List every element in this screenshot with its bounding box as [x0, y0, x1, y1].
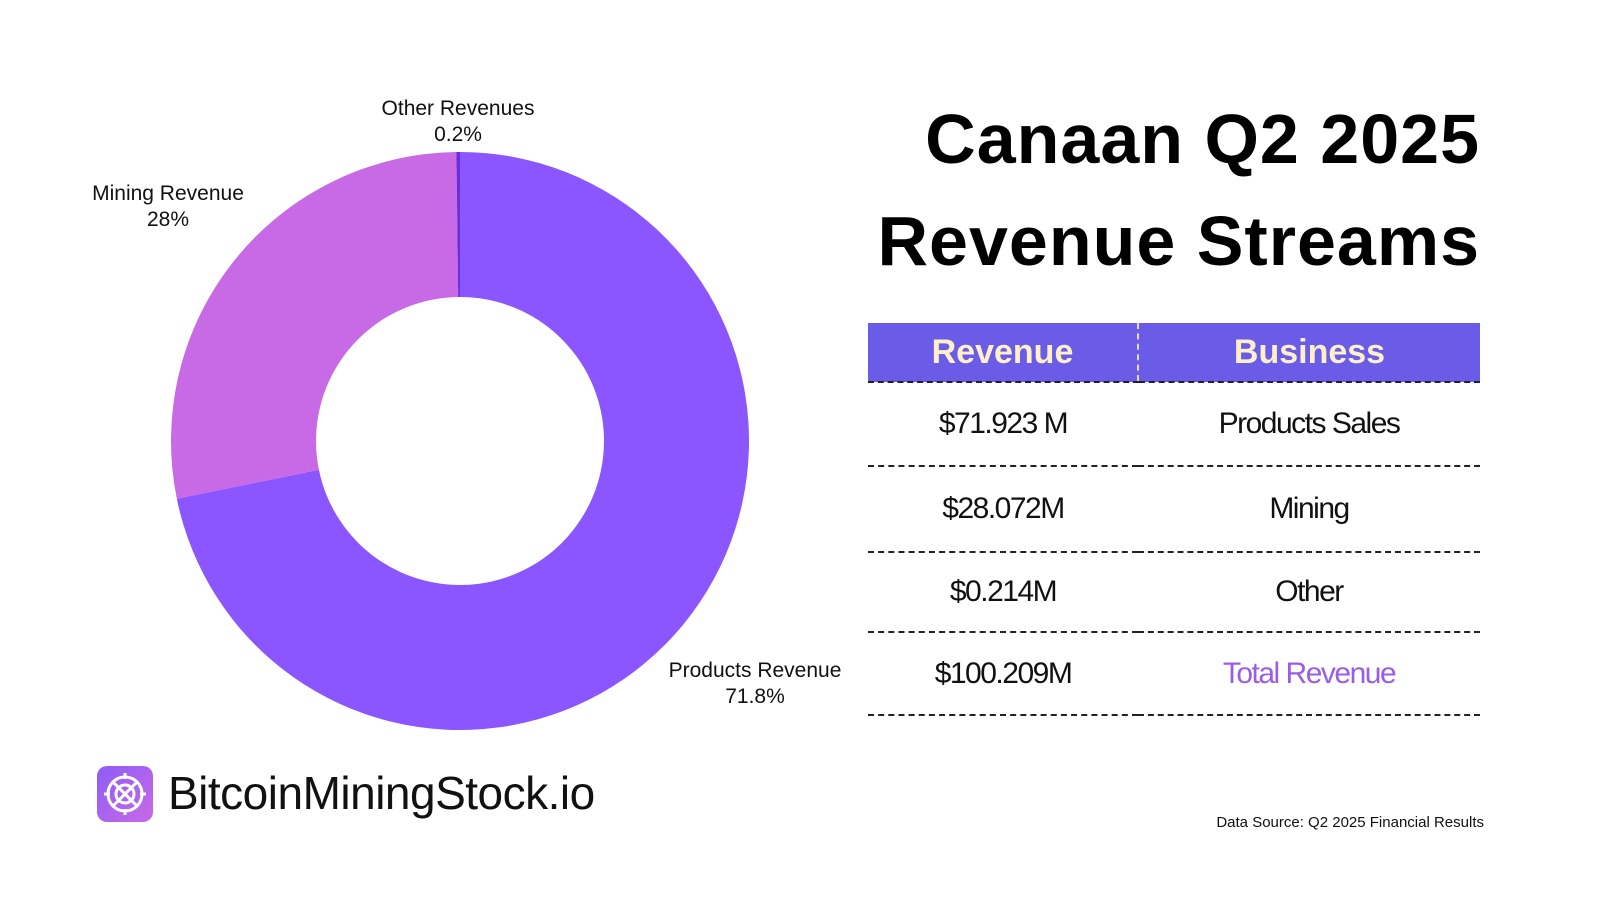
table-cell: Mining	[1138, 466, 1480, 553]
revenue-table: Revenue Business $71.923 M Products Sales…	[868, 323, 1480, 716]
table-cell: $0.214M	[868, 552, 1138, 633]
column-header: Business	[1137, 323, 1480, 383]
slice-value-label: 28%	[147, 208, 189, 231]
slice-label: Other Revenues	[382, 97, 535, 120]
data-source: Data Source: Q2 2025 Financial Results	[1216, 814, 1484, 831]
logo-icon	[97, 766, 153, 822]
slice-label: Mining Revenue	[92, 182, 244, 205]
slice-value-label: 0.2%	[434, 123, 482, 146]
table-row: $71.923 M Products Sales	[868, 382, 1480, 467]
donut-slice	[176, 152, 749, 730]
table-row: $0.214M Other	[868, 552, 1480, 633]
table-cell: Total Revenue	[1138, 632, 1480, 716]
column-header: Revenue	[868, 323, 1138, 383]
table-cell: $28.072M	[868, 466, 1138, 553]
table-cell: $71.923 M	[868, 382, 1138, 467]
slice-value-label: 71.8%	[725, 685, 785, 708]
brand-name: BitcoinMiningStock.io	[168, 767, 595, 819]
donut-chart: Products Revenue 71.8% Mining Revenue 28% Ot…	[92, 97, 842, 730]
table-body: $71.923 M Products Sales $28.072M Mining $0.…	[868, 382, 1480, 716]
donut-slice	[456, 152, 460, 298]
table-row: $100.209M Total Revenue	[868, 632, 1480, 716]
title: Canaan Q2 2025 Revenue Streams	[877, 100, 1480, 280]
donut-slice	[170, 152, 459, 499]
table-cell: $100.209M	[868, 632, 1138, 716]
table-cell: Products Sales	[1138, 382, 1480, 467]
slice-label: Products Revenue	[669, 659, 842, 682]
table-cell: Other	[1138, 552, 1480, 633]
table-row: $28.072M Mining	[868, 466, 1480, 553]
